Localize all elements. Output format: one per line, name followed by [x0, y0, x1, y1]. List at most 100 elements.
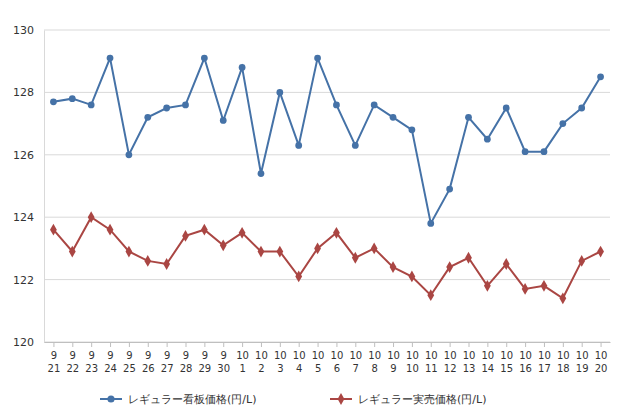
x-tick-mark — [129, 342, 130, 347]
x-tick-label: 1012 — [444, 350, 457, 374]
x-tick-label: 109 — [387, 350, 400, 374]
y-tick: 126 — [13, 149, 44, 162]
series-line — [53, 217, 600, 298]
x-tick-label: 1020 — [595, 350, 608, 374]
x-tick: 923 — [85, 342, 98, 374]
x-tick-mark — [336, 342, 337, 347]
x-tick: 108 — [368, 342, 381, 374]
series-marker — [427, 289, 434, 301]
grid-line — [44, 279, 610, 280]
grid — [44, 30, 610, 342]
x-tick: 109 — [387, 342, 400, 374]
legend-marker — [338, 393, 345, 405]
x-tick-mark — [601, 342, 602, 347]
grid-line — [44, 217, 610, 218]
series-marker — [390, 114, 397, 121]
x-tick-mark — [450, 342, 451, 347]
x-tick: 1013 — [463, 342, 476, 374]
x-tick-mark — [280, 342, 281, 347]
y-axis: 120122124126128130 — [13, 24, 45, 349]
x-tick-label: 930 — [217, 350, 230, 374]
x-tick: 1017 — [538, 342, 551, 374]
x-tick: 1016 — [519, 342, 532, 374]
y-tick: 128 — [13, 86, 44, 99]
x-tick: 1010 — [406, 342, 419, 374]
series-marker — [541, 148, 548, 155]
series-marker — [465, 114, 472, 121]
legend-marker — [107, 395, 114, 402]
series-marker — [597, 246, 604, 258]
series-marker — [578, 105, 585, 112]
y-tick: 122 — [13, 274, 44, 287]
y-tick-label: 124 — [13, 211, 34, 224]
x-tick-mark — [148, 342, 149, 347]
series-marker — [409, 126, 416, 133]
x-tick: 106 — [331, 342, 344, 374]
x-tick-label: 103 — [274, 350, 287, 374]
x-tick-mark — [110, 342, 111, 347]
series-marker — [446, 186, 453, 193]
series-marker — [276, 246, 283, 258]
x-tick: 927 — [161, 342, 174, 374]
series-marker — [220, 117, 227, 124]
legend: レギュラー看板価格(円/L) レギュラー実売価格(円/L) — [100, 393, 486, 406]
series-marker — [484, 136, 491, 143]
legend-item: レギュラー看板価格(円/L) — [100, 393, 256, 406]
series-marker — [333, 227, 340, 239]
x-tick-mark — [299, 342, 300, 347]
y-tick: 124 — [13, 211, 44, 224]
x-tick: 930 — [217, 342, 230, 374]
y-tick-label: 126 — [13, 149, 34, 162]
x-tick-label: 102 — [255, 350, 268, 374]
x-tick: 924 — [104, 342, 117, 374]
x-tick-mark — [223, 342, 224, 347]
x-tick-label: 1013 — [463, 350, 476, 374]
x-tick-label: 926 — [142, 350, 155, 374]
x-tick-mark — [242, 342, 243, 347]
x-tick-label: 1019 — [576, 350, 589, 374]
x-tick-label: 1011 — [425, 350, 438, 374]
x-tick: 928 — [180, 342, 193, 374]
x-tick-mark — [544, 342, 545, 347]
y-tick-label: 122 — [13, 274, 34, 287]
y-tick: 130 — [13, 24, 44, 37]
x-tick-mark — [261, 342, 262, 347]
chart: 1201221241261281309219229239249259269279… — [0, 0, 640, 417]
series-marker — [182, 230, 189, 242]
series-marker — [126, 246, 133, 258]
series-marker — [371, 243, 378, 255]
series-marker — [541, 280, 548, 292]
x-tick: 1019 — [576, 342, 589, 374]
series-marker — [371, 101, 378, 108]
x-tick-label: 108 — [368, 350, 381, 374]
series-marker — [295, 142, 302, 149]
series-marker — [144, 114, 151, 121]
series-marker — [107, 55, 114, 62]
x-tick-mark — [582, 342, 583, 347]
series-marker — [220, 239, 227, 251]
x-tick: 929 — [198, 342, 211, 374]
series-marker — [352, 252, 359, 264]
x-tick-mark — [72, 342, 73, 347]
series-group — [50, 55, 604, 305]
x-tick: 1015 — [500, 342, 513, 374]
series-marker — [559, 292, 566, 304]
series-marker — [597, 73, 604, 80]
series-marker — [144, 255, 151, 267]
x-tick: 1014 — [481, 342, 494, 374]
series-marker — [276, 89, 283, 96]
x-tick-mark — [393, 342, 394, 347]
series-marker — [484, 280, 491, 292]
series-line — [53, 58, 600, 223]
grid-line — [44, 92, 610, 93]
series-marker — [446, 261, 453, 273]
x-tick-label: 1010 — [406, 350, 419, 374]
x-tick-mark — [525, 342, 526, 347]
series-marker — [163, 258, 170, 270]
series-marker — [352, 142, 359, 149]
x-tick-mark — [506, 342, 507, 347]
x-tick-label: 921 — [48, 350, 61, 374]
legend-item: レギュラー実売価格(円/L) — [330, 393, 486, 406]
grid-line — [44, 342, 610, 343]
series-marker — [409, 271, 416, 283]
